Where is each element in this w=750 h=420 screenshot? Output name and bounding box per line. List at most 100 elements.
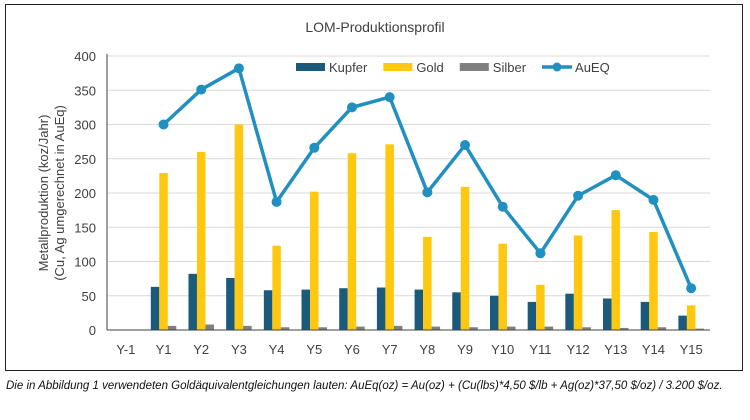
x-tick-label: Y14 — [642, 342, 665, 357]
bar-gold — [310, 191, 319, 330]
bar-silber — [431, 326, 441, 330]
x-tick-label: Y8 — [419, 342, 435, 357]
bar-kupfer — [678, 315, 687, 330]
y-tick-label: 300 — [74, 118, 96, 133]
point-aueq — [422, 187, 433, 198]
bar-kupfer — [263, 290, 273, 330]
x-tick-label: Y4 — [269, 342, 285, 357]
x-tick-label: Y9 — [457, 342, 473, 357]
bar-gold — [196, 151, 206, 330]
point-aueq — [233, 63, 244, 74]
x-tick-label: Y3 — [231, 342, 247, 357]
bar-gold — [686, 305, 696, 330]
point-aueq — [573, 190, 584, 201]
x-tick-label: Y11 — [529, 342, 551, 357]
bar-kupfer — [376, 287, 386, 330]
point-aueq — [196, 84, 207, 95]
bar-silber — [243, 325, 252, 330]
bar-kupfer — [527, 301, 537, 330]
point-aueq — [686, 283, 697, 294]
legend-label-silber: Silber — [493, 60, 527, 75]
legend-swatch-silber — [459, 63, 489, 71]
bar-silber — [167, 325, 177, 330]
point-aueq — [158, 119, 169, 130]
point-aueq — [309, 142, 320, 153]
x-tick-label: Y1 — [156, 342, 172, 357]
x-tick-label: Y7 — [382, 342, 398, 357]
point-aueq — [648, 194, 659, 205]
legend-swatch-kupfer — [296, 63, 325, 71]
bar-kupfer — [603, 298, 612, 330]
y-tick-label: 50 — [82, 289, 96, 304]
point-aueq — [271, 196, 282, 207]
production-chart: LOM-Produktionsprofil Metallproduktion (… — [36, 19, 710, 357]
bar-silber — [280, 327, 290, 330]
legend-swatch-gold — [383, 63, 413, 71]
bar-gold — [234, 124, 244, 330]
bar-silber — [318, 327, 328, 330]
y-tick-label: 200 — [74, 186, 96, 201]
y-axis-label-line2: (Cu, Ag umgerechnet in AuEq) — [52, 105, 67, 281]
y-tick-label: 100 — [74, 255, 96, 270]
bar-kupfer — [339, 288, 348, 330]
bar-silber — [582, 327, 591, 330]
y-axis-label-line1: Metallproduktion (koz/Jahr) — [36, 115, 51, 272]
bar-gold — [460, 186, 470, 330]
bar-silber — [205, 324, 214, 330]
bar-kupfer — [188, 273, 197, 330]
chart-frame — [5, 4, 743, 371]
x-tick-label: Y2 — [193, 342, 209, 357]
legend-label-gold: Gold — [416, 60, 443, 75]
x-tick-label: Y5 — [306, 342, 322, 357]
bar-silber — [393, 325, 403, 330]
bar-gold — [611, 210, 621, 330]
figure-caption: Die in Abbildung 1 verwendeten Goldäquiv… — [6, 380, 723, 392]
point-aueq — [460, 140, 471, 151]
point-aueq — [384, 92, 395, 103]
bar-silber — [469, 327, 478, 330]
point-aueq — [346, 102, 357, 113]
bar-silber — [657, 327, 667, 330]
bar-silber — [695, 328, 704, 330]
bar-silber — [506, 326, 516, 330]
bar-kupfer — [640, 301, 650, 330]
bar-silber — [544, 326, 554, 330]
point-aueq — [535, 248, 546, 259]
bar-gold — [498, 243, 507, 330]
bar-gold — [347, 153, 357, 330]
x-tick-label: Y-1 — [116, 342, 135, 357]
bar-kupfer — [414, 289, 424, 330]
bar-silber — [620, 327, 629, 330]
bar-gold — [423, 236, 432, 330]
legend-label-aueq: AuEQ — [575, 60, 610, 75]
y-tick-label: 0 — [89, 323, 96, 338]
y-axis-label: Metallproduktion (koz/Jahr) (Cu, Ag umge… — [36, 105, 67, 281]
legend: Kupfer Gold Silber AuEQ — [296, 60, 610, 75]
bar-gold — [649, 232, 658, 330]
bar-gold — [573, 235, 583, 330]
x-tick-label: Y13 — [604, 342, 627, 357]
bar-gold — [272, 245, 281, 330]
bar-kupfer — [301, 289, 311, 330]
bar-kupfer — [452, 292, 461, 330]
bar-kupfer — [226, 277, 235, 330]
bar-kupfer — [489, 295, 499, 330]
bar-kupfer — [565, 293, 574, 330]
y-tick-label: 400 — [74, 49, 96, 64]
x-tick-label: Y10 — [491, 342, 514, 357]
bar-kupfer — [150, 286, 160, 330]
bar-gold — [159, 173, 168, 330]
point-aueq — [610, 170, 621, 181]
point-aueq — [497, 201, 508, 212]
x-tick-label: Y12 — [567, 342, 590, 357]
bar-gold — [536, 284, 545, 330]
x-tick-label: Y6 — [344, 342, 360, 357]
bar-gold — [385, 144, 394, 330]
x-tick-label: Y15 — [680, 342, 703, 357]
bar-silber — [356, 326, 365, 330]
y-tick-label: 350 — [74, 83, 96, 98]
chart-title: LOM-Produktionsprofil — [305, 19, 444, 35]
y-tick-label: 250 — [74, 152, 96, 167]
legend-marker-aueq — [552, 62, 562, 72]
legend-label-kupfer: Kupfer — [329, 60, 368, 75]
